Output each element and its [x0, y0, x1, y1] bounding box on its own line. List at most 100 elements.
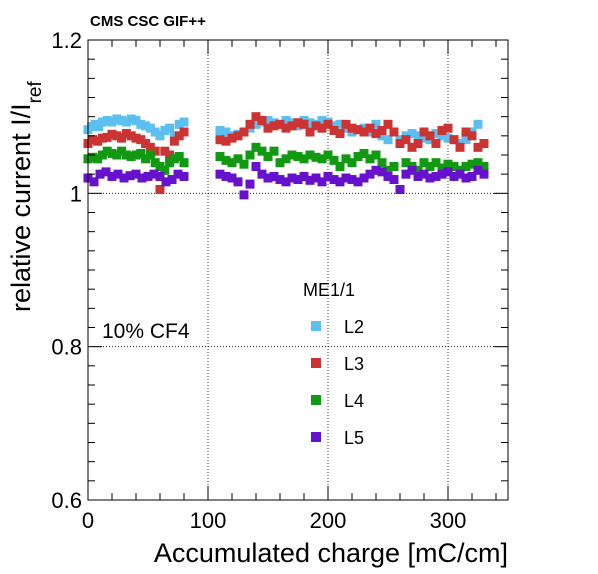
data-point [281, 154, 291, 164]
data-point [174, 152, 184, 162]
data-point [347, 175, 357, 185]
data-point [431, 158, 441, 168]
y-tick-label: 1.2 [51, 28, 82, 53]
data-point [437, 169, 447, 179]
data-point [395, 139, 405, 148]
data-point [245, 119, 255, 129]
data-point [377, 125, 387, 135]
series-L3 [83, 112, 489, 194]
data-point [365, 154, 375, 164]
data-point [174, 119, 184, 129]
data-point [407, 142, 417, 152]
data-point [311, 173, 321, 183]
legend-marker [311, 432, 321, 442]
data-point [257, 116, 267, 125]
data-point [125, 171, 135, 181]
data-point [221, 127, 231, 137]
x-tick-label: 300 [430, 508, 467, 533]
data-point [113, 169, 123, 179]
data-point [443, 123, 453, 133]
data-point [329, 155, 339, 165]
data-point [107, 117, 117, 127]
data-point [401, 158, 411, 168]
data-point [251, 112, 261, 122]
data-point [437, 163, 447, 173]
data-point [88, 135, 98, 145]
data-point [179, 117, 189, 127]
data-point [413, 171, 423, 181]
data-point [383, 119, 393, 129]
data-point [137, 173, 147, 183]
x-tick-label: 200 [310, 508, 347, 533]
data-point [251, 119, 261, 129]
data-point [467, 131, 477, 141]
data-point [341, 119, 351, 129]
data-point [389, 175, 399, 185]
data-point [305, 118, 315, 128]
data-point [117, 133, 127, 143]
data-point [317, 123, 327, 133]
data-point [169, 154, 179, 164]
data-point [425, 162, 435, 171]
data-point [233, 131, 243, 141]
data-point [227, 158, 237, 168]
data-point [299, 171, 309, 181]
data-point [287, 121, 297, 131]
data-point [143, 171, 153, 181]
data-point [473, 158, 483, 168]
data-point [425, 131, 435, 141]
data-point [95, 169, 105, 179]
data-point [407, 129, 417, 139]
data-point [136, 119, 146, 129]
data-point [165, 123, 175, 133]
data-point [365, 169, 375, 179]
data-point [377, 167, 387, 177]
data-point [407, 165, 417, 175]
data-point [141, 154, 151, 164]
data-point [317, 177, 327, 187]
data-point [341, 173, 351, 183]
data-point [257, 169, 267, 179]
data-point [239, 127, 249, 137]
data-point [401, 135, 411, 145]
data-point [389, 162, 399, 171]
data-point [359, 127, 369, 137]
data-point [145, 150, 155, 160]
data-point [161, 177, 171, 187]
y-axis-title-sub: ref [25, 81, 46, 104]
data-point [150, 127, 160, 137]
data-point [437, 131, 447, 141]
data-point [239, 190, 249, 200]
data-point [431, 129, 441, 139]
data-point [94, 122, 104, 132]
data-point [275, 119, 285, 129]
data-point [473, 142, 483, 152]
data-point [117, 116, 127, 125]
data-point [401, 169, 411, 179]
x-axis-title: Accumulated charge [mC/cm] [154, 538, 508, 568]
data-point [323, 119, 333, 129]
data-point [329, 175, 339, 185]
data-point [419, 133, 429, 143]
data-point [353, 125, 363, 135]
data-point [101, 167, 111, 177]
grid [88, 40, 508, 500]
data-point [449, 135, 459, 145]
data-point [455, 142, 465, 152]
data-point [275, 175, 285, 185]
data-point [461, 135, 471, 145]
data-point [461, 173, 471, 183]
data-point [160, 165, 170, 175]
data-point [473, 119, 483, 129]
data-point [160, 125, 170, 135]
data-point [287, 173, 297, 183]
data-point [371, 129, 381, 139]
data-point [335, 162, 345, 171]
data-point [461, 127, 471, 137]
data-point [173, 169, 183, 179]
legend-marker [311, 321, 321, 331]
data-point [169, 131, 179, 141]
data-point [121, 150, 131, 160]
legend-marker [311, 358, 321, 368]
